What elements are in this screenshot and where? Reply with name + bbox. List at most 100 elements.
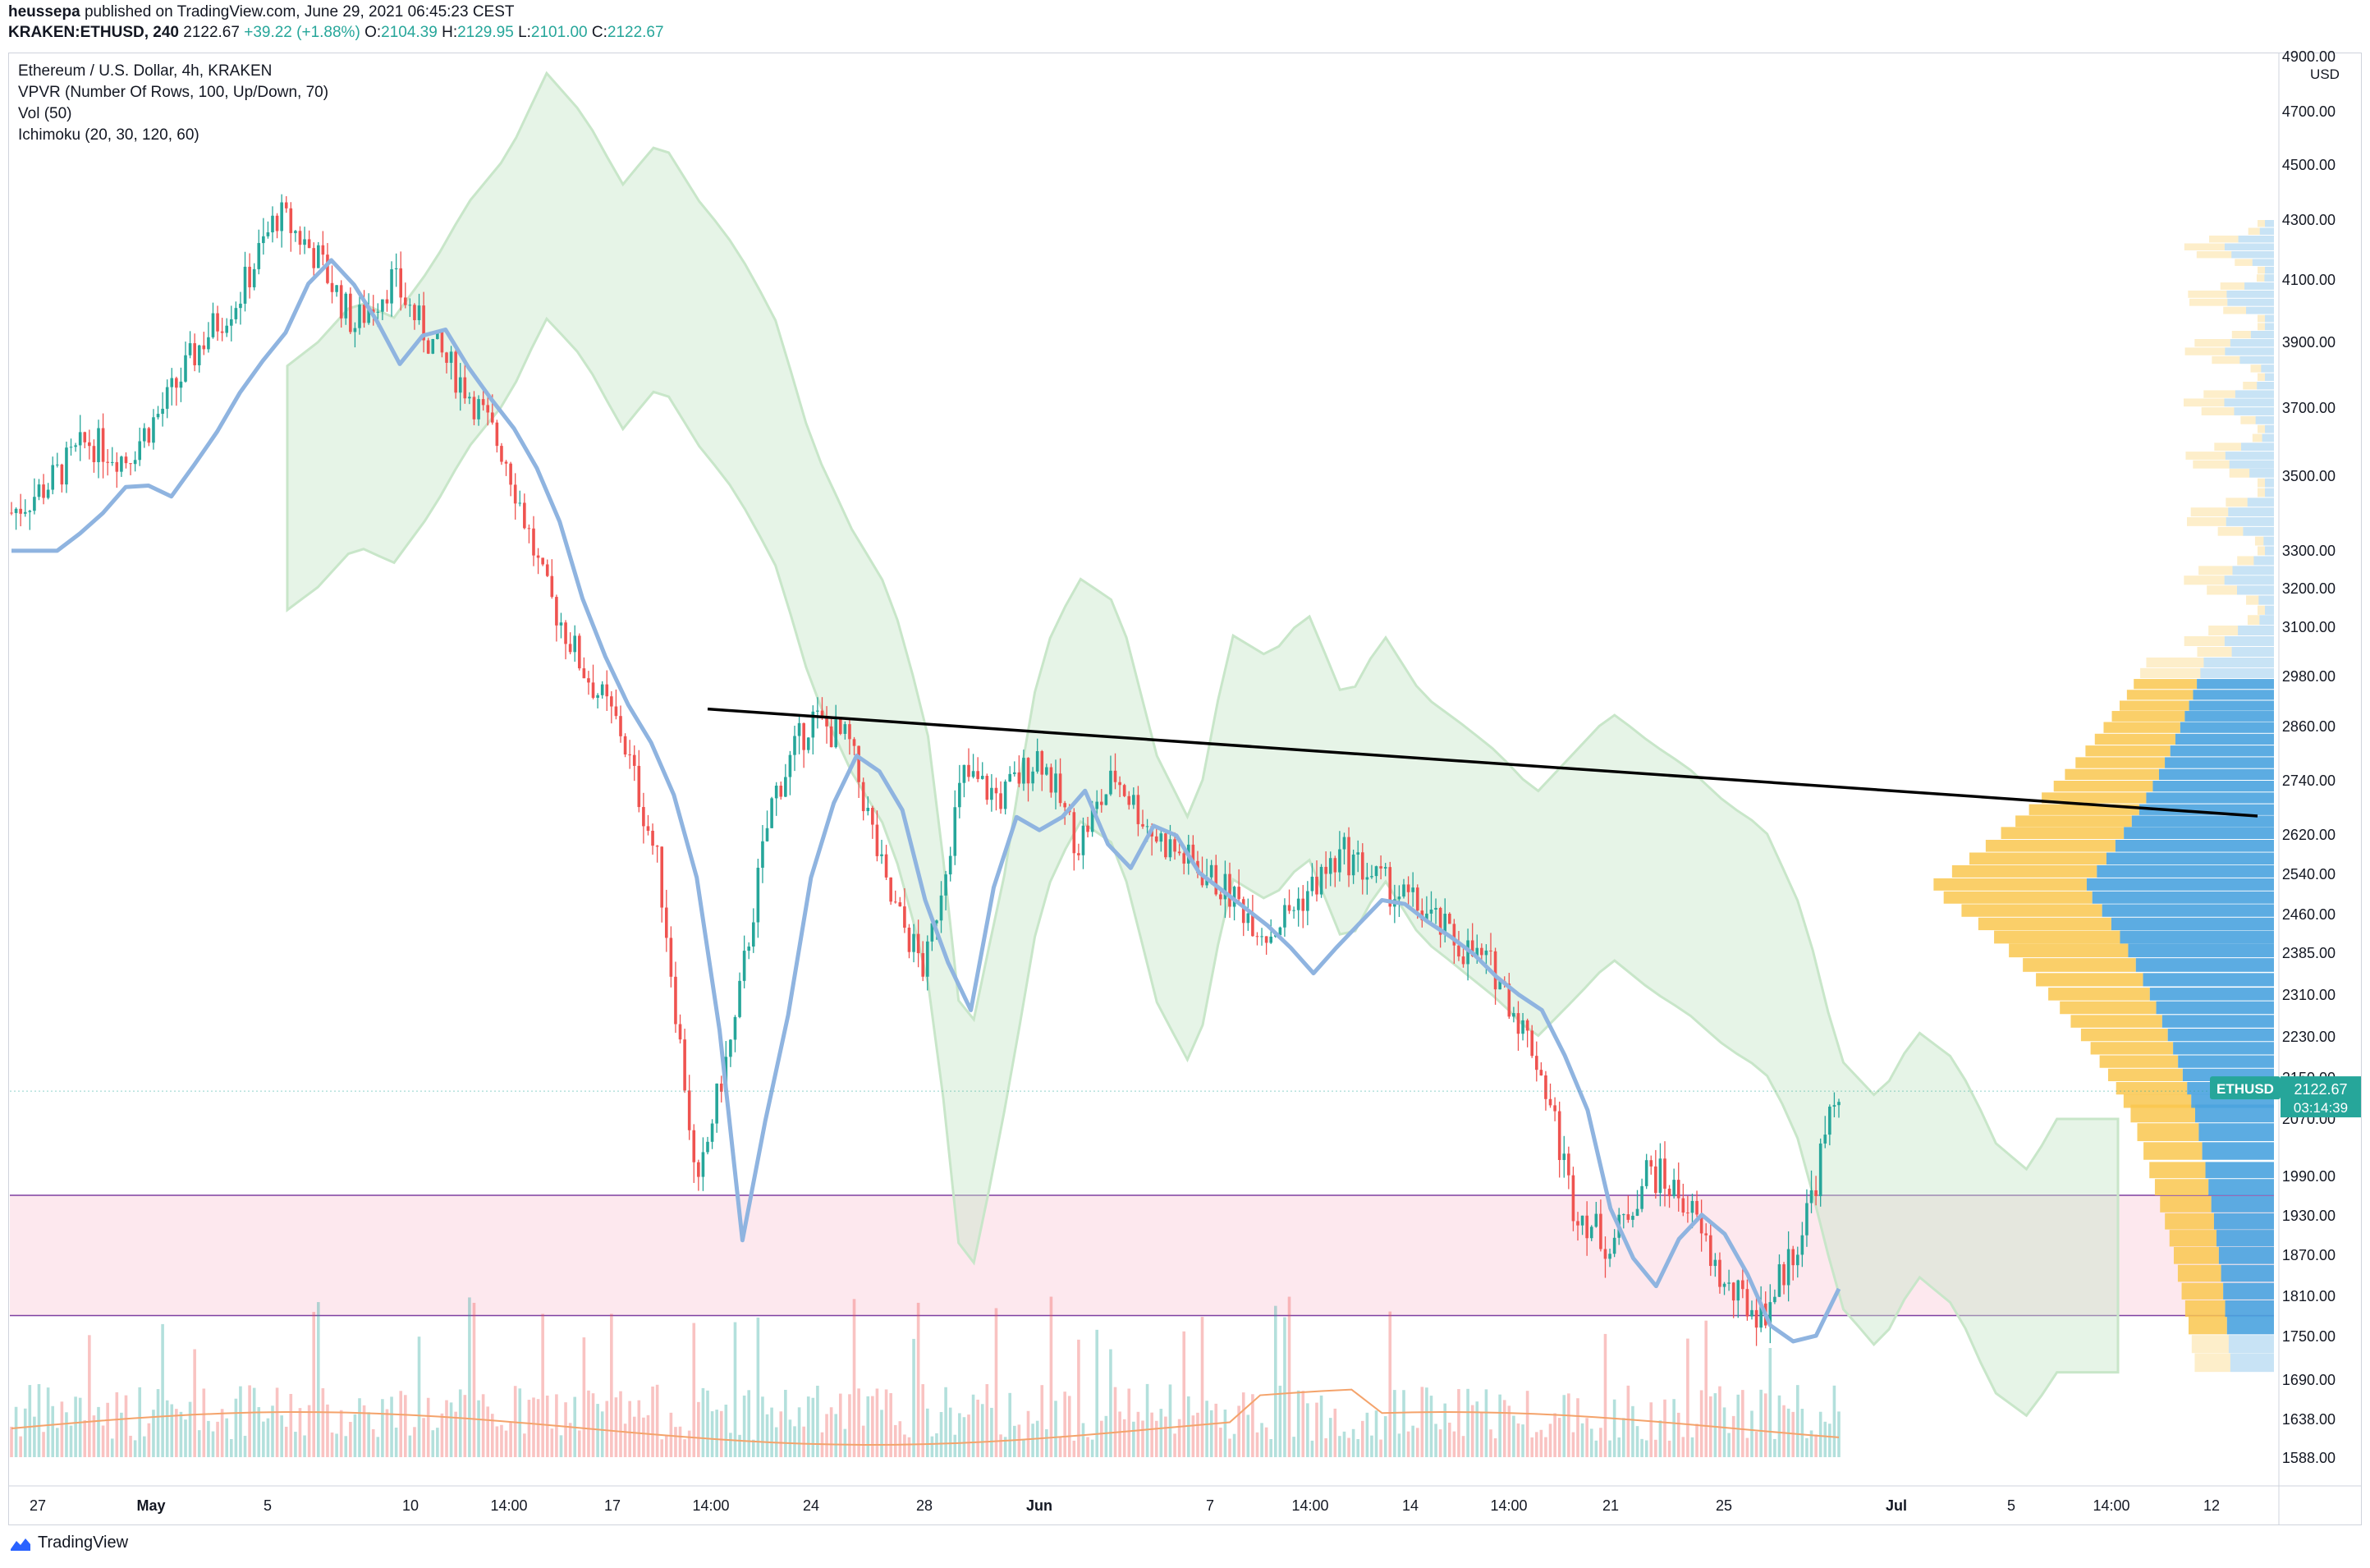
published-text: published on TradingView.com, June 29, 2… <box>84 3 515 21</box>
x-tick-label: 14:00 <box>1490 1497 1527 1514</box>
volume-bar <box>19 1436 22 1457</box>
volume-bar <box>953 1434 957 1457</box>
y-tick-label: 1638.00 <box>2282 1411 2336 1428</box>
vp-up-bar <box>2165 1213 2214 1230</box>
chart-frame <box>8 53 2362 1525</box>
candle-body <box>1164 833 1167 858</box>
legend-title[interactable]: Ethereum / U.S. Dollar, 4h, KRAKEN <box>18 62 273 80</box>
legend-vpvr[interactable]: VPVR (Number Of Rows, 100, Up/Down, 70) <box>18 84 329 101</box>
volume-bar <box>925 1408 929 1457</box>
volume-bar <box>207 1420 210 1457</box>
volume-bar <box>939 1412 943 1457</box>
candle-body <box>1484 950 1488 956</box>
candle-body <box>701 1152 705 1177</box>
candle-body <box>344 293 348 319</box>
candle-body <box>83 432 87 442</box>
candle-body <box>1480 947 1483 956</box>
volume-bar <box>1054 1401 1057 1457</box>
volume-bar <box>1347 1437 1350 1457</box>
candle-body <box>1718 1259 1721 1287</box>
volume-bar <box>1150 1412 1153 1457</box>
volume-bar <box>312 1312 316 1457</box>
volume-bar <box>825 1414 828 1457</box>
vp-up-bar <box>2194 1353 2230 1373</box>
y-tick-label: 4700.00 <box>2282 103 2336 120</box>
volume-bar <box>1814 1434 1818 1457</box>
volume-bar <box>733 1322 737 1457</box>
candle-body <box>898 902 902 907</box>
volume-bar <box>1397 1433 1401 1457</box>
volume-bar <box>74 1396 77 1457</box>
candle-body <box>1338 849 1341 873</box>
x-tick-label: 14 <box>1402 1497 1419 1514</box>
candle-body <box>23 511 27 514</box>
volume-bar <box>1599 1428 1602 1457</box>
x-tick-label: 12 <box>2203 1497 2220 1514</box>
volume-bar <box>120 1412 123 1457</box>
volume-bar <box>436 1428 439 1457</box>
candle-body <box>1383 867 1387 869</box>
candle-body <box>1429 909 1433 914</box>
candle-body <box>1608 1254 1611 1259</box>
volume-bar <box>990 1407 993 1457</box>
volume-bar <box>1237 1405 1240 1457</box>
candle-body <box>152 417 155 443</box>
volume-bar <box>1635 1426 1639 1457</box>
vp-up-bar <box>2188 1316 2227 1335</box>
candle-body <box>326 254 329 283</box>
candle-body <box>1109 770 1112 795</box>
volume-bar <box>756 1317 760 1457</box>
candle-body <box>1635 1208 1639 1216</box>
volume-bar <box>880 1410 883 1457</box>
volume-bar <box>1022 1440 1025 1457</box>
candle-body <box>156 414 160 418</box>
candle-body <box>234 308 238 319</box>
candle-body <box>527 528 531 530</box>
x-tick-label: Jul <box>1886 1497 1907 1514</box>
volume-bar <box>385 1409 389 1457</box>
vp-up-bar <box>2184 575 2225 585</box>
candle-body <box>321 245 325 255</box>
candle-body <box>793 736 796 755</box>
volume-bar <box>1251 1394 1254 1457</box>
volume-bar <box>1667 1440 1671 1457</box>
volume-bar <box>1763 1393 1767 1457</box>
candle-body <box>1090 809 1094 832</box>
legend-ichimoku[interactable]: Ichimoku (20, 30, 120, 60) <box>18 126 199 144</box>
candle-body <box>545 564 549 576</box>
volume-bar <box>980 1404 984 1457</box>
candle-body <box>1260 936 1263 938</box>
volume-bar <box>889 1393 892 1457</box>
volume-bar <box>1219 1428 1222 1457</box>
vp-up-bar <box>2193 460 2230 469</box>
candle-body <box>784 777 787 797</box>
candle-body <box>1205 877 1208 886</box>
candle-body <box>1232 887 1236 907</box>
volume-bar <box>1539 1429 1543 1457</box>
legend-volume[interactable]: Vol (50) <box>18 105 72 122</box>
volume-bar <box>1246 1414 1250 1457</box>
volume-bar <box>335 1433 338 1457</box>
volume-bar <box>930 1436 934 1457</box>
y-tick-label: 4100.00 <box>2282 272 2336 288</box>
volume-bar <box>248 1385 251 1457</box>
vp-down-bar <box>2139 804 2274 815</box>
candle-body <box>605 684 609 697</box>
vp-down-bar <box>2265 424 2274 433</box>
candle-body <box>1177 851 1181 854</box>
volume-bar <box>220 1409 224 1457</box>
volume-bar <box>454 1411 457 1457</box>
vp-down-bar <box>2226 1316 2274 1335</box>
candle-body <box>619 716 622 736</box>
candle-body <box>697 1162 700 1177</box>
candle-body <box>582 668 586 679</box>
vp-up-bar <box>2094 733 2175 745</box>
volume-bar <box>1109 1349 1112 1457</box>
vp-up-bar <box>2258 546 2265 556</box>
candle-body <box>1122 785 1126 796</box>
candle-body <box>165 387 169 409</box>
candle-body <box>834 719 838 748</box>
tradingview-brand[interactable]: TradingView <box>10 1534 128 1552</box>
volume-bar <box>303 1435 306 1457</box>
